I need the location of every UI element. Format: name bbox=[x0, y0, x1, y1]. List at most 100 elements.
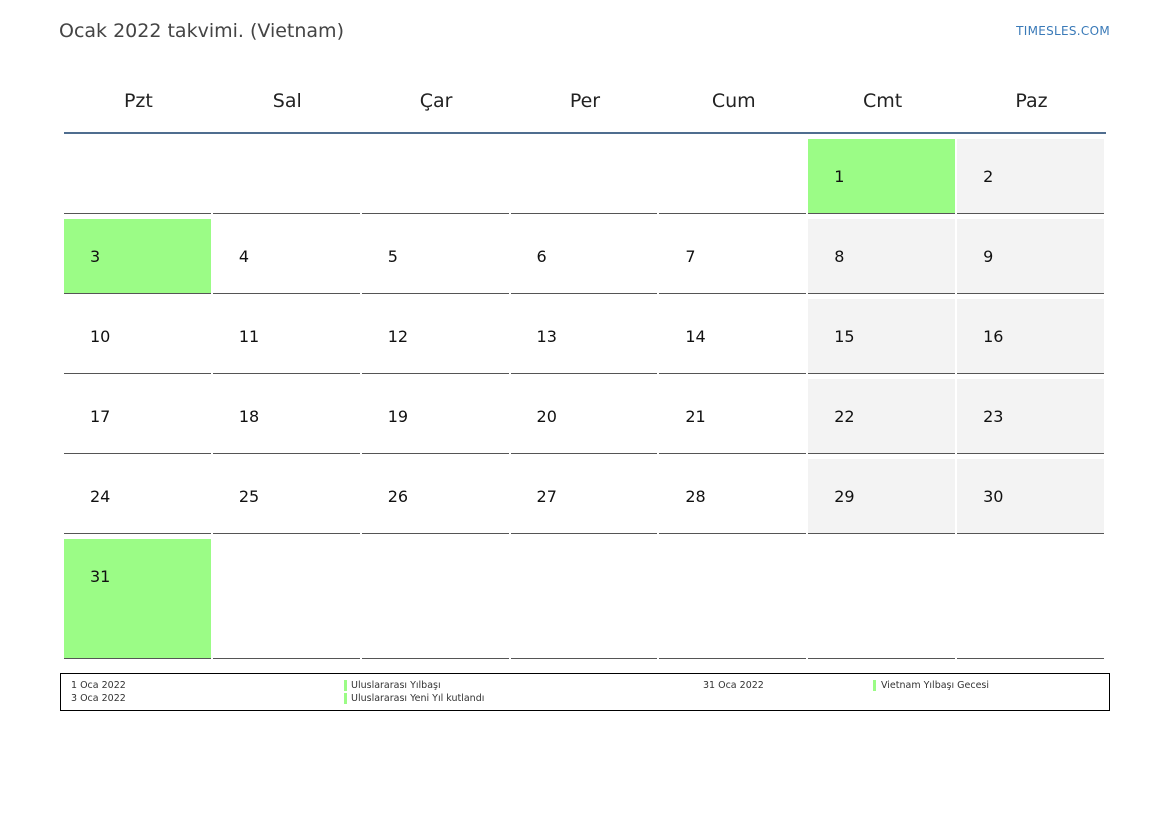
day-cell[interactable]: 20 bbox=[510, 379, 658, 454]
weeks-container: 1 2 3 4 5 6 7 8 9 10 11 12 13 14 15 16 17 18 19 20 21 22 23 24 2… bbox=[64, 139, 1106, 664]
empty-day-cell bbox=[510, 539, 658, 659]
week-row: 17 18 19 20 21 22 23 bbox=[64, 379, 1106, 459]
weekday-thursday: Per bbox=[569, 90, 601, 112]
day-cell[interactable]: 5 bbox=[361, 219, 509, 294]
day-cell[interactable]: 15 bbox=[808, 299, 956, 374]
day-cell[interactable]: 22 bbox=[808, 379, 956, 454]
day-number: 18 bbox=[238, 407, 260, 426]
week-row: 31 bbox=[64, 539, 1106, 664]
day-cell[interactable]: 25 bbox=[212, 459, 360, 534]
day-cell[interactable]: 14 bbox=[659, 299, 807, 374]
day-number: 19 bbox=[387, 407, 409, 426]
calendar-grid: Pzt Sal Çar Per Cum Cmt Paz 1 2 3 4 5 6 7 8 9 10 1… bbox=[64, 70, 1106, 664]
empty-day-cell bbox=[212, 539, 360, 659]
day-number: 11 bbox=[238, 327, 260, 346]
day-number: 4 bbox=[238, 247, 250, 266]
day-number: 8 bbox=[834, 247, 845, 266]
day-cell[interactable]: 6 bbox=[510, 219, 658, 294]
day-cell[interactable]: 21 bbox=[659, 379, 807, 454]
day-number: 12 bbox=[387, 327, 409, 346]
week-row: 3 4 5 6 7 8 9 bbox=[64, 219, 1106, 299]
legend-date: 31 Oca 2022 bbox=[703, 680, 764, 691]
day-cell[interactable]: 12 bbox=[361, 299, 509, 374]
day-cell[interactable]: 18 bbox=[212, 379, 360, 454]
empty-day-cell bbox=[957, 539, 1104, 659]
day-number: 20 bbox=[536, 407, 557, 426]
holiday-day-cell[interactable]: 3 bbox=[64, 219, 211, 294]
day-cell[interactable]: 23 bbox=[957, 379, 1104, 454]
legend-holiday-name: Uluslararası Yeni Yıl kutlandı bbox=[351, 693, 485, 704]
empty-day-cell bbox=[659, 539, 807, 659]
day-cell[interactable]: 26 bbox=[361, 459, 509, 534]
day-number: 3 bbox=[90, 247, 101, 266]
day-number: 25 bbox=[238, 487, 260, 506]
day-number: 31 bbox=[90, 567, 111, 586]
empty-day-cell bbox=[361, 139, 509, 214]
week-row: 10 11 12 13 14 15 16 bbox=[64, 299, 1106, 379]
day-number: 9 bbox=[983, 247, 994, 266]
day-number: 2 bbox=[983, 167, 994, 186]
empty-day-cell bbox=[808, 539, 956, 659]
legend-color-marker bbox=[873, 680, 876, 691]
day-number: 28 bbox=[685, 487, 706, 506]
day-cell[interactable]: 7 bbox=[659, 219, 807, 294]
day-number: 26 bbox=[387, 487, 409, 506]
day-cell[interactable]: 27 bbox=[510, 459, 658, 534]
weekday-saturday: Cmt bbox=[863, 90, 903, 112]
day-cell[interactable]: 13 bbox=[510, 299, 658, 374]
day-number: 27 bbox=[536, 487, 557, 506]
day-cell[interactable]: 9 bbox=[957, 219, 1104, 294]
empty-day-cell bbox=[659, 139, 807, 214]
legend-color-marker bbox=[344, 693, 347, 704]
empty-day-cell bbox=[212, 139, 360, 214]
weekday-friday: Cum bbox=[711, 90, 756, 112]
day-number: 15 bbox=[834, 327, 855, 346]
legend-date: 3 Oca 2022 bbox=[71, 693, 126, 704]
legend-date: 1 Oca 2022 bbox=[71, 680, 126, 691]
day-number: 29 bbox=[834, 487, 855, 506]
weekday-sunday: Paz bbox=[1015, 90, 1048, 112]
day-cell[interactable]: 24 bbox=[64, 459, 211, 534]
legend-holiday-name: Vietnam Yılbaşı Gecesi bbox=[881, 680, 990, 691]
day-cell[interactable]: 10 bbox=[64, 299, 211, 374]
day-number: 30 bbox=[983, 487, 1004, 506]
day-cell[interactable]: 30 bbox=[957, 459, 1104, 534]
empty-day-cell bbox=[64, 139, 211, 214]
day-number: 7 bbox=[685, 247, 696, 266]
day-cell[interactable]: 11 bbox=[212, 299, 360, 374]
day-number: 10 bbox=[90, 327, 111, 346]
day-cell[interactable]: 16 bbox=[957, 299, 1104, 374]
day-number: 13 bbox=[536, 327, 557, 346]
day-number: 16 bbox=[983, 327, 1004, 346]
day-number: 17 bbox=[90, 407, 111, 426]
day-cell[interactable]: 28 bbox=[659, 459, 807, 534]
day-cell[interactable]: 4 bbox=[212, 219, 360, 294]
weekday-header-row: Pzt Sal Çar Per Cum Cmt Paz bbox=[64, 70, 1106, 134]
site-link[interactable]: TIMESLES.COM bbox=[1016, 24, 1110, 38]
empty-day-cell bbox=[361, 539, 509, 659]
weekday-tuesday: Sal bbox=[272, 90, 302, 112]
day-number: 24 bbox=[90, 487, 111, 506]
day-cell[interactable]: 17 bbox=[64, 379, 211, 454]
day-number: 1 bbox=[834, 167, 845, 186]
weekday-wednesday: Çar bbox=[419, 90, 453, 112]
legend-holiday-name: Uluslararası Yılbaşı bbox=[351, 680, 441, 691]
week-row: 24 25 26 27 28 29 30 bbox=[64, 459, 1106, 539]
day-cell[interactable]: 29 bbox=[808, 459, 956, 534]
holiday-day-cell[interactable]: 1 bbox=[808, 139, 956, 214]
day-cell[interactable]: 19 bbox=[361, 379, 509, 454]
day-cell[interactable]: 2 bbox=[957, 139, 1104, 214]
day-number: 22 bbox=[834, 407, 855, 426]
empty-day-cell bbox=[510, 139, 658, 214]
calendar-title: Ocak 2022 takvimi. (Vietnam) bbox=[59, 20, 344, 42]
day-number: 23 bbox=[983, 407, 1004, 426]
day-cell[interactable]: 8 bbox=[808, 219, 956, 294]
day-number: 5 bbox=[387, 247, 398, 266]
legend-color-marker bbox=[344, 680, 347, 691]
holiday-legend: 1 Oca 2022 3 Oca 2022 Uluslararası Yılba… bbox=[60, 673, 1110, 711]
day-number: 21 bbox=[685, 407, 706, 426]
holiday-day-cell[interactable]: 31 bbox=[64, 539, 211, 659]
weekday-monday: Pzt bbox=[123, 90, 153, 112]
day-number: 6 bbox=[536, 247, 547, 266]
